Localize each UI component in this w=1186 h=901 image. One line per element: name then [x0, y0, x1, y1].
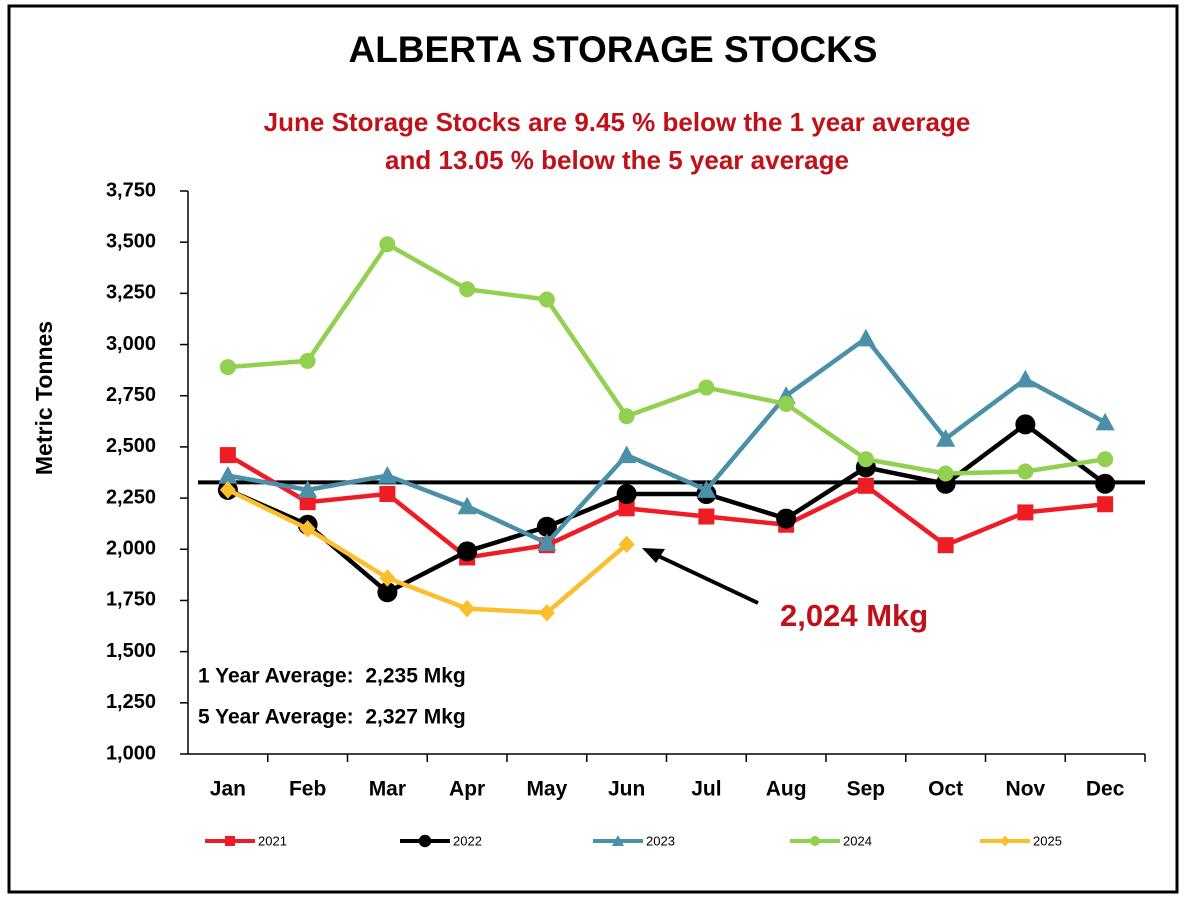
marker: [377, 465, 397, 484]
x-tick-label: Feb: [289, 778, 326, 801]
marker: [1015, 369, 1035, 388]
legend-label: 2022: [453, 833, 482, 848]
series-line: [226, 453, 1106, 560]
marker: [1097, 496, 1114, 513]
marker: [377, 582, 398, 603]
legend-label: 2021: [258, 833, 287, 848]
marker: [810, 836, 820, 846]
y-tick-label: 2,750: [106, 384, 156, 406]
x-tick-label: Sep: [847, 778, 886, 801]
x-tick-label: May: [526, 778, 567, 801]
y-tick-label: 1,500: [106, 640, 156, 662]
marker: [418, 834, 432, 848]
y-tick-label: 2,250: [106, 486, 156, 508]
marker: [937, 537, 954, 554]
marker: [1000, 835, 1010, 847]
x-tick-label: Apr: [449, 778, 485, 801]
y-tick-label: 1,000: [106, 742, 156, 764]
marker: [219, 481, 236, 499]
marker: [618, 408, 635, 425]
legend-label: 2023: [646, 833, 675, 848]
marker: [698, 508, 715, 525]
marker: [698, 379, 715, 396]
series-line: [226, 487, 629, 615]
marker: [696, 480, 716, 498]
legend-label: 2025: [1033, 833, 1062, 848]
arrow-head: [642, 548, 665, 563]
marker: [1017, 504, 1034, 521]
marker: [457, 541, 478, 562]
marker: [1095, 473, 1116, 494]
x-tick-label: Nov: [1006, 778, 1046, 801]
series-line: [227, 336, 1107, 546]
marker: [379, 569, 396, 587]
marker: [1095, 412, 1115, 431]
x-tick-label: Jun: [608, 778, 645, 801]
marker: [379, 236, 396, 253]
marker: [299, 494, 316, 511]
marker: [776, 508, 797, 529]
x-tick-label: Jan: [210, 778, 246, 801]
marker: [536, 516, 557, 537]
marker: [936, 429, 956, 447]
y-tick-label: 3,750: [106, 179, 156, 201]
marker: [298, 480, 318, 498]
marker: [537, 533, 557, 552]
x-tick-label: Oct: [928, 778, 963, 801]
marker: [299, 352, 316, 369]
x-tick-label: Dec: [1086, 778, 1125, 801]
marker: [538, 291, 555, 308]
arrow: [651, 551, 759, 605]
marker: [459, 281, 476, 298]
marker: [616, 483, 637, 504]
marker: [225, 836, 235, 846]
marker: [1017, 463, 1034, 480]
y-tick-label: 3,000: [106, 333, 156, 355]
marker: [459, 599, 476, 618]
annotation: 5 Year Average: 2,327 Mkg: [198, 706, 466, 729]
y-tick-label: 3,500: [106, 230, 156, 252]
marker: [612, 835, 624, 846]
marker: [457, 496, 477, 515]
series-line: [227, 241, 1106, 476]
marker: [538, 603, 555, 622]
marker: [618, 535, 635, 554]
marker: [299, 520, 316, 538]
marker: [618, 500, 635, 517]
y-tick-label: 1,750: [106, 589, 156, 611]
legend-label: 2024: [843, 833, 872, 848]
marker: [857, 451, 874, 468]
subtitle: June Storage Stocks are 9.45 % below the…: [264, 107, 971, 137]
marker: [1015, 414, 1036, 435]
marker: [379, 485, 396, 502]
y-axis-label: Metric Tonnes: [31, 321, 57, 475]
y-tick-label: 2,500: [106, 435, 156, 457]
marker: [937, 465, 954, 482]
y-tick-label: 2,000: [106, 538, 156, 560]
x-tick-label: Aug: [766, 778, 807, 801]
marker: [778, 395, 795, 412]
subtitle: and 13.05 % below the 5 year average: [385, 145, 849, 175]
marker: [219, 447, 236, 464]
x-tick-label: Jul: [691, 778, 721, 801]
marker: [856, 328, 876, 347]
y-tick-label: 1,250: [106, 691, 156, 713]
marker: [617, 445, 637, 464]
marker: [219, 359, 236, 376]
annotation: 1 Year Average: 2,235 Mkg: [198, 665, 466, 688]
annotation: 2,024 Mkg: [780, 598, 928, 633]
marker: [857, 477, 874, 494]
frame: [7, 4, 1179, 894]
chart-title: ALBERTA STORAGE STOCKS: [348, 29, 877, 70]
marker: [1097, 451, 1114, 468]
x-tick-label: Mar: [369, 778, 406, 801]
marker: [218, 465, 238, 484]
y-tick-label: 3,250: [106, 282, 156, 304]
